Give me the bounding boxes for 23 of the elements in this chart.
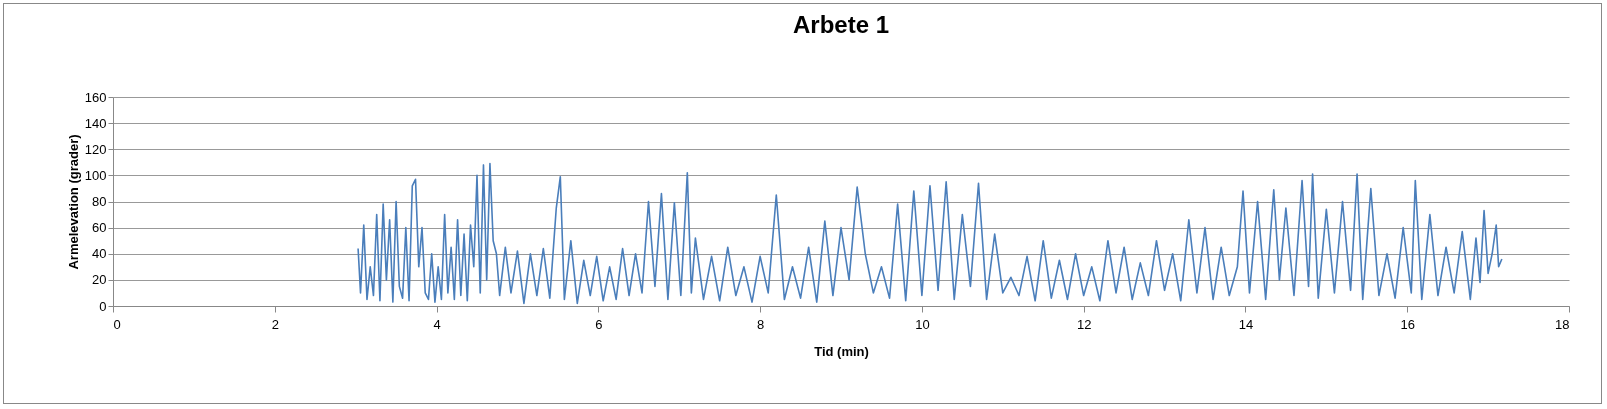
chart-title: Arbete 1 [792,11,890,38]
x-tick-label: 0 [113,316,121,332]
x-tick-label: 14 [1238,316,1254,332]
y-tick-label: 40 [92,246,107,262]
y-tick-label: 160 [84,89,107,105]
y-tick-label: 120 [84,141,107,157]
y-tick-label: 80 [92,194,107,209]
y-tick-label: 0 [99,298,107,314]
y-tick-label: 140 [84,115,107,131]
x-tick-label: 18 [1555,316,1570,332]
x-tick-label: 8 [756,316,765,332]
y-axis-title: Armelevation (grader) [65,134,81,270]
x-tick-label: 4 [433,316,441,332]
x-tick-label: 16 [1400,316,1415,332]
y-tick-label: 20 [92,272,107,288]
y-tick-label: 60 [92,220,107,236]
x-tick-label: 6 [595,316,603,332]
x-tick-label: 2 [271,316,279,332]
y-tick-label: 100 [84,167,107,183]
line-series [357,162,1503,305]
x-tick-label: 10 [915,316,930,332]
x-axis-title: Tid (min) [814,343,869,359]
x-tick-label: 12 [1076,316,1092,332]
